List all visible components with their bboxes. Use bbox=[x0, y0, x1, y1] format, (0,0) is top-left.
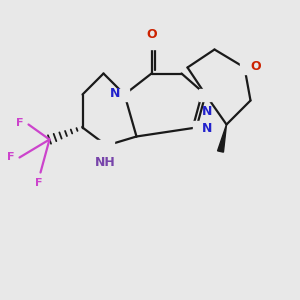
Text: N: N bbox=[110, 86, 120, 100]
Bar bbox=[200, 88, 211, 101]
Bar bbox=[240, 61, 252, 74]
Text: F: F bbox=[7, 152, 14, 163]
Text: N: N bbox=[202, 105, 212, 118]
Polygon shape bbox=[218, 124, 226, 152]
Text: NH: NH bbox=[94, 156, 116, 169]
Bar bbox=[96, 140, 114, 152]
Text: F: F bbox=[35, 178, 43, 188]
Text: F: F bbox=[16, 118, 23, 128]
Bar bbox=[146, 38, 158, 49]
Text: N: N bbox=[202, 122, 212, 136]
Text: O: O bbox=[250, 59, 260, 73]
Bar bbox=[194, 122, 206, 134]
Text: O: O bbox=[146, 28, 157, 40]
Bar bbox=[117, 88, 129, 101]
